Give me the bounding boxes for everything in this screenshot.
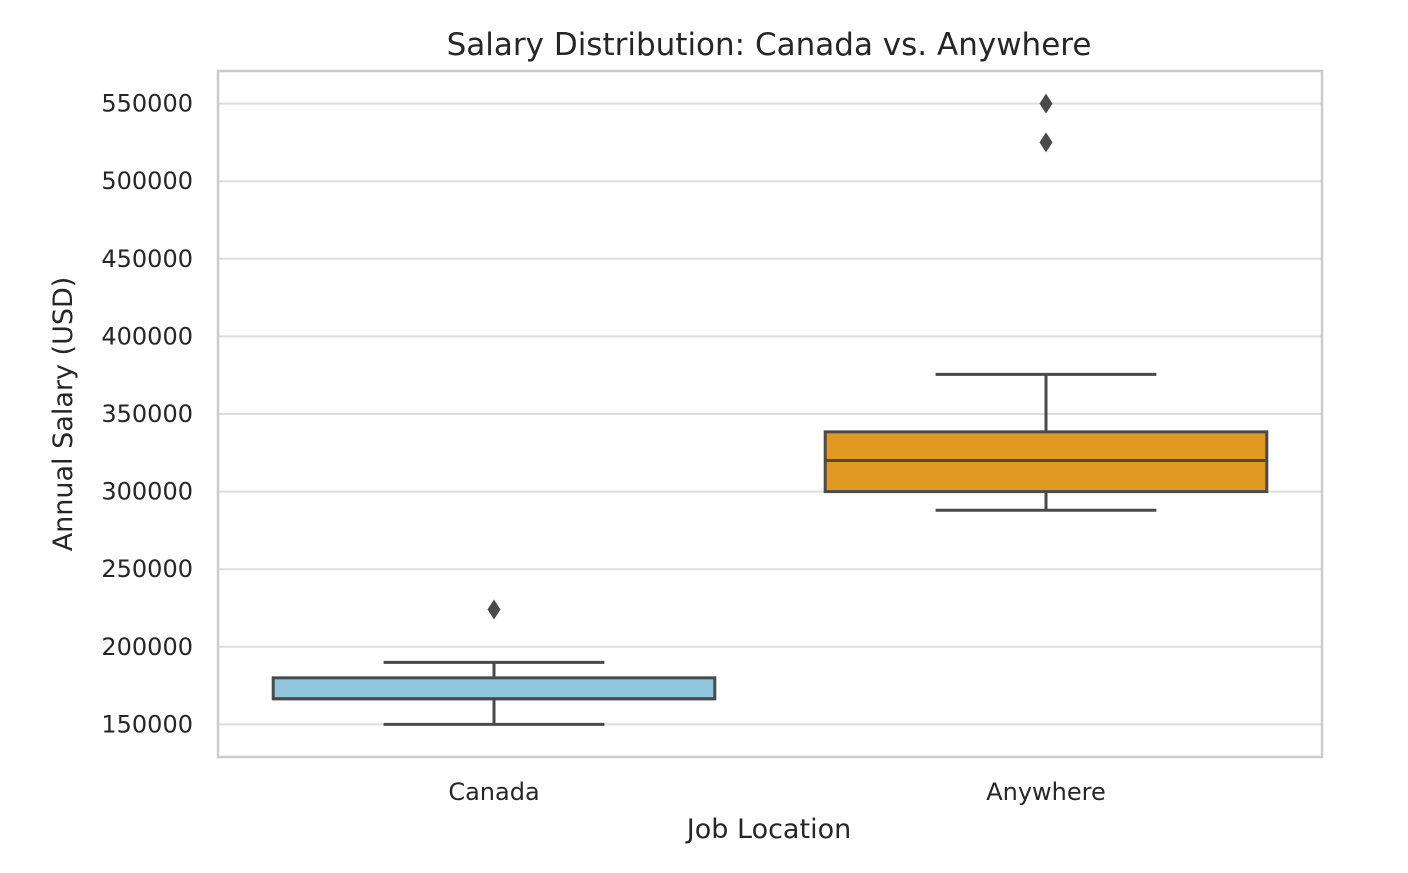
gridlines [218, 102, 1322, 726]
x-axis-ticks: Canada Anywhere [448, 778, 1105, 806]
outlier-point [1039, 93, 1053, 114]
y-tick-label: 550000 [101, 90, 193, 118]
y-tick-label: 500000 [101, 167, 193, 195]
iqr-box [271, 676, 717, 701]
chart-title: Salary Distribution: Canada vs. Anywhere [447, 27, 1092, 63]
outlier-point [1039, 132, 1053, 153]
boxes [271, 93, 1269, 726]
y-tick-label: 200000 [101, 633, 193, 661]
y-tick-label: 250000 [101, 555, 193, 583]
y-axis-label: Annual Salary (USD) [48, 277, 79, 552]
x-tick-label: Anywhere [986, 778, 1106, 806]
box-anywhere [823, 93, 1269, 512]
y-tick-label: 400000 [101, 322, 193, 350]
y-tick-label: 150000 [101, 710, 193, 738]
outlier-point [487, 599, 501, 620]
x-tick-label: Canada [448, 778, 539, 806]
x-axis-label: Job Location [685, 814, 851, 845]
y-tick-label: 350000 [101, 400, 193, 428]
y-tick-label: 300000 [101, 478, 193, 506]
box-canada [271, 599, 717, 726]
y-tick-label: 450000 [101, 245, 193, 273]
y-axis-ticks: 150000 200000 250000 300000 350000 400000 4500… [101, 90, 193, 739]
plot-frame [216, 69, 1324, 759]
